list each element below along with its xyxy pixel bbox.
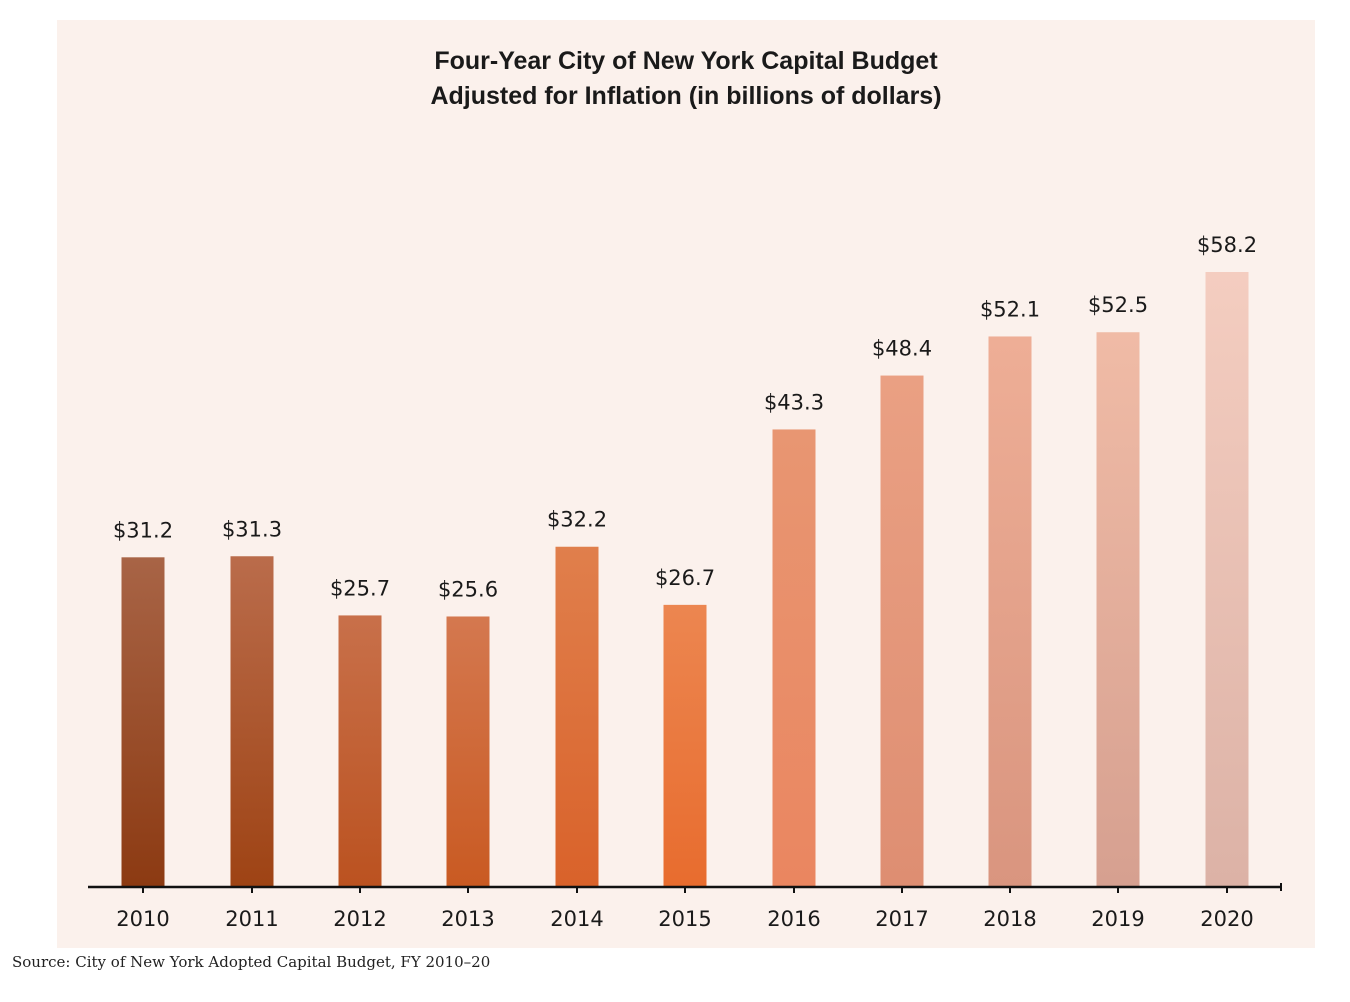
data-label-2010: $31.2 xyxy=(113,518,173,542)
x-tick-label-2018: 2018 xyxy=(983,907,1036,931)
chart-title-line1: Four-Year City of New York Capital Budge… xyxy=(434,47,938,75)
bars-layer: $31.2 $31.3 $25.7 $25.6 $32.2 $26.7 $43.3 $48.4… xyxy=(113,233,1257,888)
bar-2015 xyxy=(663,604,707,887)
data-label-2019: $52.5 xyxy=(1088,293,1148,317)
data-label-2011: $31.3 xyxy=(222,517,282,541)
x-tick-label-2019: 2019 xyxy=(1091,907,1144,931)
data-label-2020: $58.2 xyxy=(1197,233,1257,257)
data-label-2012: $25.7 xyxy=(330,576,390,600)
data-label-2016: $43.3 xyxy=(764,390,824,414)
x-tick-label-2014: 2014 xyxy=(550,907,603,931)
bar-2012 xyxy=(338,615,382,887)
chart-title-line2: Adjusted for Inflation (in billions of d… xyxy=(430,82,942,110)
x-axis: 2010 2011 2012 2013 2014 2015 2016 2017 2018 2019… xyxy=(88,883,1282,931)
x-tick-label-2010: 2010 xyxy=(116,907,169,931)
source-note: Source: City of New York Adopted Capital… xyxy=(12,953,491,971)
chart-title: Four-Year City of New York Capital Budge… xyxy=(57,44,1315,114)
x-tick-label-2012: 2012 xyxy=(333,907,386,931)
bar-2018 xyxy=(988,336,1032,888)
bar-2014 xyxy=(555,546,599,887)
bar-2019 xyxy=(1096,332,1140,888)
x-tick-label-2013: 2013 xyxy=(441,907,494,931)
bar-2011 xyxy=(230,556,274,887)
data-label-2018: $52.1 xyxy=(980,297,1040,321)
bar-2010 xyxy=(121,557,165,887)
data-label-2015: $26.7 xyxy=(655,566,715,590)
x-tick-label-2020: 2020 xyxy=(1200,907,1253,931)
data-label-2013: $25.6 xyxy=(438,577,498,601)
x-tick-label-2017: 2017 xyxy=(875,907,928,931)
data-label-2017: $48.4 xyxy=(872,337,932,361)
bar-2020 xyxy=(1205,272,1249,887)
bar-2017 xyxy=(880,375,924,887)
bar-2016 xyxy=(772,429,816,887)
data-label-2014: $32.2 xyxy=(547,508,607,532)
x-tick-label-2015: 2015 xyxy=(658,907,711,931)
x-tick-label-2016: 2016 xyxy=(767,907,820,931)
bar-2013 xyxy=(446,616,490,887)
x-tick-label-2011: 2011 xyxy=(225,907,278,931)
